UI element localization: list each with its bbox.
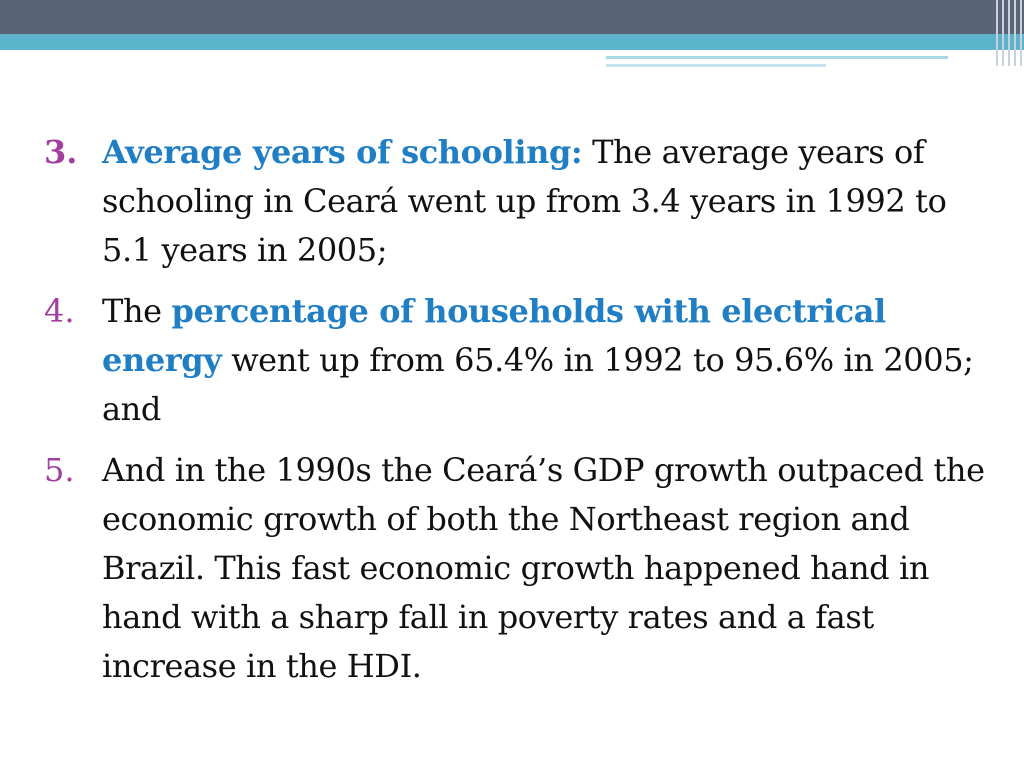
body-text: And in the 1990s the Ceará’s GDP growth … <box>102 451 985 685</box>
header-stripe <box>1008 0 1010 66</box>
list-item-schooling: 3. Average years of schooling: The avera… <box>44 128 1004 275</box>
header-stripe <box>1014 0 1016 66</box>
body-text: went up from 65.4% in 1992 to 95.6% in 2… <box>102 341 974 428</box>
header-dark-bar <box>0 0 1024 34</box>
header-stripe <box>1002 0 1004 66</box>
list-item-text: And in the 1990s the Ceará’s GDP growth … <box>102 446 1004 691</box>
highlight-text: percentage of households with electrical… <box>102 292 886 379</box>
highlight-text: Average years of schooling: <box>102 133 583 171</box>
list-item-electricity: 4. The percentage of households with ele… <box>44 287 1004 434</box>
header-stripes <box>992 0 1024 66</box>
slide-body: 3. Average years of schooling: The avera… <box>44 128 1004 703</box>
list-item-text: Average years of schooling: The average … <box>102 128 1004 275</box>
header-accent-line <box>606 56 948 59</box>
body-text: The average years of schooling in Ceará … <box>102 133 947 269</box>
header-stripe <box>1020 0 1022 66</box>
list-item-gdp: 5. And in the 1990s the Ceará’s GDP grow… <box>44 446 1004 691</box>
header-stripe <box>996 0 998 66</box>
list-item-text: The percentage of households with electr… <box>102 287 1004 434</box>
prefix-text: The <box>102 292 172 330</box>
header-accent-line-short <box>606 64 826 67</box>
header-teal-bar <box>0 34 1024 50</box>
list-number: 5. <box>44 451 75 489</box>
list-number: 4. <box>44 292 75 330</box>
list-number: 3. <box>44 133 78 171</box>
